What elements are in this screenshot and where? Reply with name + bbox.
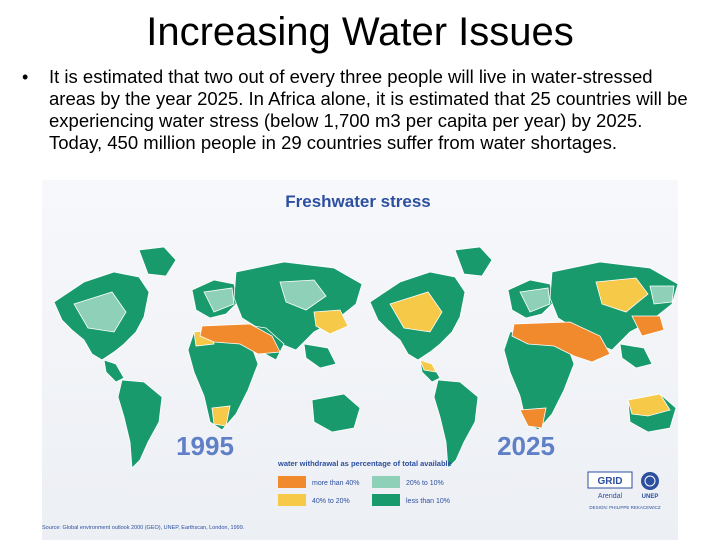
legend-swatch-20-to-10 bbox=[372, 476, 400, 488]
legend-swatch-less-than-10 bbox=[372, 494, 400, 506]
freshwater-stress-figure: Freshwater stress bbox=[42, 180, 678, 540]
year-2025-label: 2025 bbox=[497, 431, 555, 461]
grid-logo-text: GRID bbox=[598, 476, 623, 487]
slide-title: Increasing Water Issues bbox=[146, 10, 574, 54]
legend-label-40-to-20: 40% to 20% bbox=[312, 498, 350, 505]
unep-logo-text: UNEP bbox=[642, 494, 659, 500]
legend-label-more-than-40: more than 40% bbox=[312, 480, 359, 487]
unep-logo: UNEP bbox=[641, 472, 659, 500]
bullet-marker: • bbox=[22, 67, 29, 87]
legend-label-less-than-10: less than 10% bbox=[406, 498, 450, 505]
legend: more than 40% 40% to 20% 20% to 10% less… bbox=[278, 476, 450, 506]
grid-logo-subtext: Arendal bbox=[598, 493, 623, 500]
freshwater-stress-map-svg: Freshwater stress bbox=[42, 180, 678, 540]
grid-arendal-logo: GRID Arendal bbox=[587, 471, 633, 500]
map-1995 bbox=[53, 246, 363, 469]
figure-background bbox=[42, 180, 678, 540]
figure-source: Source: Global environment outlook 2000 … bbox=[42, 525, 245, 531]
figure-title: Freshwater stress bbox=[285, 192, 431, 211]
bullet-text: It is estimated that two out of every th… bbox=[49, 66, 688, 153]
year-1995-label: 1995 bbox=[176, 431, 234, 461]
legend-swatch-40-to-20 bbox=[278, 494, 306, 506]
legend-swatch-more-than-40 bbox=[278, 476, 306, 488]
design-credit: DESIGN: PHILIPPE REKACEWICZ bbox=[589, 505, 661, 510]
legend-label-20-to-10: 20% to 10% bbox=[406, 480, 444, 487]
legend-title: water withdrawal as percentage of total … bbox=[277, 459, 452, 468]
map-2025 bbox=[369, 246, 678, 469]
